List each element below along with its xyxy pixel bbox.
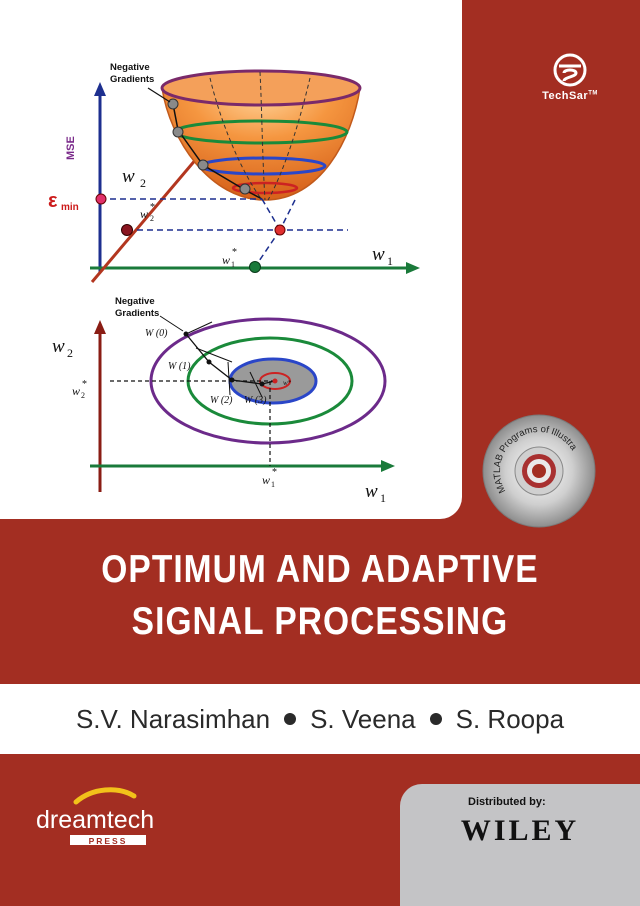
w2-label-bottom: w bbox=[52, 336, 65, 357]
w2-star-mark-bottom: * bbox=[82, 379, 87, 390]
author-separator bbox=[429, 713, 442, 725]
author-1: S.V. Narasimhan bbox=[75, 703, 271, 734]
techsar-emblem-icon bbox=[553, 53, 587, 87]
title-line-1: OPTIMUM AND ADAPTIVE bbox=[101, 548, 539, 591]
mse-surface-figure: Negative Gradients MSE ε min w 2 w 2 * w… bbox=[48, 62, 420, 283]
author-separator bbox=[284, 713, 297, 725]
iterate-w3-label: W (3) bbox=[244, 395, 267, 406]
techsar-logo: TechSarTM bbox=[520, 50, 620, 102]
neg-gradients-label-top-1: Negative bbox=[110, 62, 150, 73]
matlab-cd: MATLAB Programs of Illustrations bbox=[450, 389, 598, 535]
cd-disc-icon: MATLAB Programs of Illustrations bbox=[450, 389, 596, 528]
imprint-sub: PRESS bbox=[89, 836, 128, 846]
w1-star-sub-bottom: 1 bbox=[271, 480, 275, 489]
emin-point bbox=[95, 193, 107, 205]
distributor-panel: Distributed by: WILEY bbox=[400, 784, 640, 906]
w2-star-label-bottom: w bbox=[72, 384, 80, 398]
mse-axis-arrow bbox=[94, 82, 106, 96]
w1-axis-arrow bbox=[406, 262, 420, 274]
w2-axis bbox=[90, 144, 210, 283]
iterate-w2-label: W (2) bbox=[210, 395, 233, 406]
w1-star-mark-top: * bbox=[232, 247, 237, 258]
projection-point bbox=[274, 224, 286, 236]
contour-outer bbox=[149, 317, 387, 445]
author-3: S. Roopa bbox=[455, 703, 565, 734]
w1-star-label-top: w bbox=[222, 253, 230, 267]
w1-star-sub-top: 1 bbox=[231, 260, 235, 269]
title-line-2: SIGNAL PROCESSING bbox=[131, 600, 509, 643]
contour-figure: Negative Gradients w 2 w 2 * w 1 * w 1 W… bbox=[52, 296, 395, 505]
emin-sub-label: min bbox=[61, 202, 79, 213]
book-title: OPTIMUM AND ADAPTIVE SIGNAL PROCESSING bbox=[45, 544, 595, 648]
author-2: S. Veena bbox=[310, 703, 416, 734]
authors-band: S.V. Narasimhan S. Veena S. Roopa bbox=[0, 684, 640, 754]
illustration-figures: Negative Gradients MSE ε min w 2 w 2 * w… bbox=[48, 62, 420, 505]
w2-star-mark-top: * bbox=[150, 202, 155, 213]
dreamtech-press-logo: dreamtech PRESS bbox=[34, 784, 154, 861]
emin-label: ε bbox=[48, 190, 58, 212]
distributed-by-label: Distributed by: bbox=[468, 796, 546, 808]
dreamtech-swoosh-icon bbox=[73, 787, 137, 805]
w2-sub-label-bottom: 2 bbox=[67, 346, 73, 360]
iterate-w0-label: W (0) bbox=[145, 328, 168, 339]
w1-label-top: w bbox=[372, 244, 385, 265]
optimum-w-star-label: w* bbox=[283, 379, 292, 387]
w1-star-mark-bottom: * bbox=[272, 467, 277, 478]
techsar-brand-name: TechSar bbox=[542, 90, 589, 102]
authors-list: S.V. Narasimhan S. Veena S. Roopa bbox=[0, 684, 640, 754]
mse-label: MSE bbox=[65, 136, 77, 160]
w1-sub-label-bottom: 1 bbox=[380, 491, 386, 505]
w1-sub-label-top: 1 bbox=[387, 254, 393, 268]
distributor-name: WILEY bbox=[460, 814, 580, 847]
w1-label-bottom: w bbox=[365, 481, 378, 502]
neg-gradients-label-top-2: Gradients bbox=[110, 74, 154, 85]
w2-label-top: w bbox=[122, 166, 135, 187]
techsar-tm: TM bbox=[588, 90, 598, 97]
w1-star-label-bottom: w bbox=[262, 473, 270, 487]
w2-star-sub-bottom: 2 bbox=[81, 391, 85, 400]
neg-gradients-label-bottom-1: Negative bbox=[115, 296, 155, 307]
neg-gradients-label-bottom-2: Gradients bbox=[115, 308, 159, 319]
press-bar bbox=[70, 835, 146, 845]
w2-star-label-top: w bbox=[140, 207, 148, 221]
w2-sub-label-top: 2 bbox=[140, 176, 146, 190]
iterate-w1-label: W (1) bbox=[168, 361, 191, 372]
w2-star-sub-top: 2 bbox=[150, 214, 154, 223]
w1-star-point bbox=[249, 261, 261, 273]
w2-star-point bbox=[121, 224, 133, 236]
imprint-name: dreamtech bbox=[36, 806, 154, 834]
